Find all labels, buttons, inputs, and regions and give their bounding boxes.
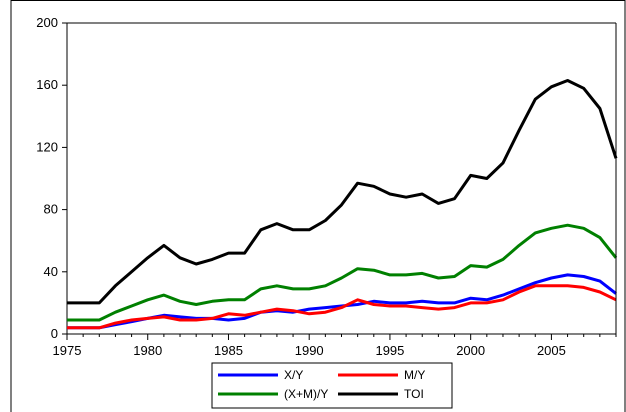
x-tick-label: 2000 xyxy=(456,343,485,358)
y-tick-label: 200 xyxy=(36,15,58,30)
x-tick-label: 1990 xyxy=(295,343,324,358)
y-axis: 0 40 80 120 160 200 xyxy=(36,15,68,341)
y-tick-label: 0 xyxy=(51,326,58,341)
y-tick-label: 40 xyxy=(44,264,58,279)
series-line-3 xyxy=(67,79,618,305)
x-tick-label: 1975 xyxy=(53,343,82,358)
series-line-1 xyxy=(67,284,617,330)
legend-box xyxy=(211,362,453,409)
legend-label-1: M/Y xyxy=(404,368,425,382)
x-tick-label: 1995 xyxy=(375,343,404,358)
legend-label-0: X/Y xyxy=(284,368,303,382)
legend-label-3: TOI xyxy=(404,387,424,401)
y-tick-label: 160 xyxy=(36,77,58,92)
series-line-0 xyxy=(67,273,617,330)
x-tick-label: 1985 xyxy=(214,343,243,358)
x-tick-label: 2005 xyxy=(537,343,566,358)
x-axis: 1975 1980 1985 1990 1995 2000 2005 xyxy=(53,333,617,358)
series-layer xyxy=(67,79,618,330)
legend: X/Y M/Y (X+M)/Y TOI xyxy=(211,362,453,409)
y-tick-label: 120 xyxy=(36,139,58,154)
legend-label-2: (X+M)/Y xyxy=(284,387,328,401)
x-tick-label: 1980 xyxy=(133,343,162,358)
y-tick-label: 80 xyxy=(44,202,58,217)
series-line-2 xyxy=(67,223,618,322)
